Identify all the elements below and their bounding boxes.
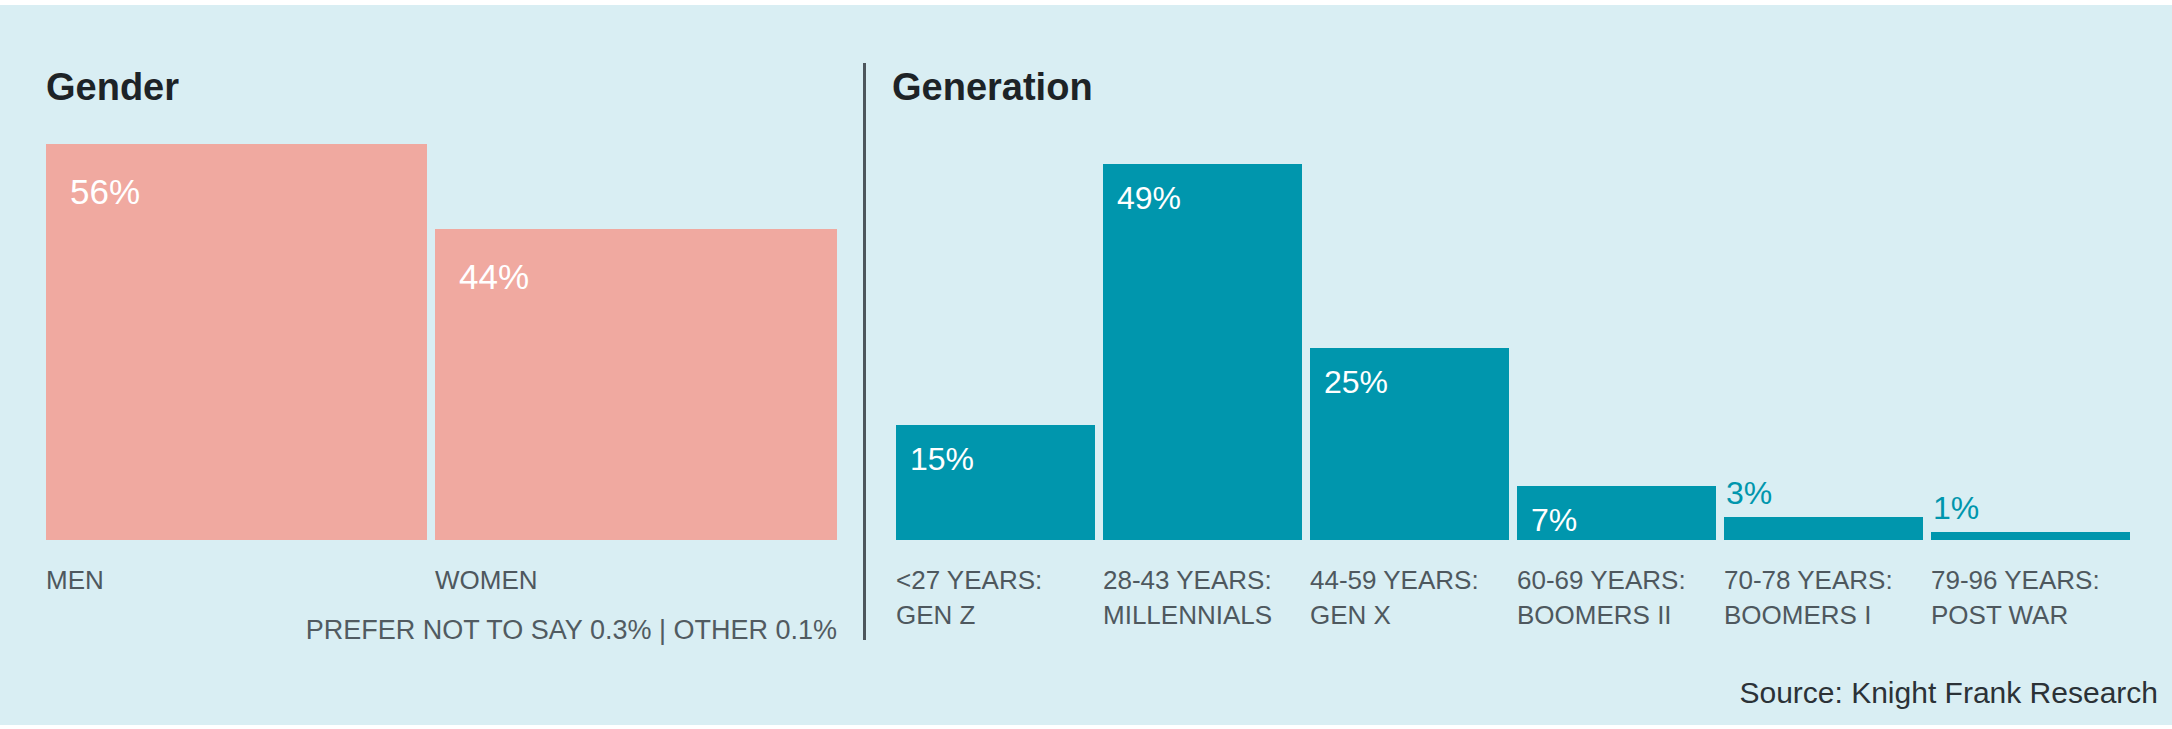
bar-category-label: 60-69 YEARS:BOOMERS II [1517,563,1686,633]
bar-gen-z: 15% [896,425,1095,540]
gender-plot: 56% 44% [46,5,837,540]
bar-value-label: 15% [910,443,974,475]
bar-millennials: 49% [1103,164,1302,540]
bar-boomers-i [1724,517,1923,540]
bar-value-label: 49% [1117,182,1181,214]
bar-category-label: 44-59 YEARS:GEN X [1310,563,1479,633]
bar-gen-x: 25% [1310,348,1509,540]
vertical-divider [863,63,866,640]
gender-footnote: PREFER NOT TO SAY 0.3% | OTHER 0.1% [306,615,837,646]
bar-category-label: 70-78 YEARS:BOOMERS I [1724,563,1893,633]
bar-category-label: 79-96 YEARS:POST WAR [1931,563,2100,633]
bar-value-label: 3% [1726,477,1772,509]
bar-women: 44% [435,229,837,540]
bar-value-label: 1% [1933,492,1979,524]
bar-value-label: 7% [1531,504,1577,536]
infographic-canvas: Gender 56%44% PREFER NOT TO SAY 0.3% | O… [0,5,2172,725]
generation-plot: 15% 49% 25% 7% 3% 1% [896,5,2130,540]
bar-value-label: 56% [70,174,140,209]
bar-category-label: WOMEN [435,563,538,598]
bar-category-label: MEN [46,563,104,598]
source-credit: Source: Knight Frank Research [1739,676,2158,710]
bar-value-label: 44% [459,259,529,294]
bar-category-label: <27 YEARS:GEN Z [896,563,1042,633]
bar-category-label: 28-43 YEARS:MILLENNIALS [1103,563,1272,633]
bar-boomers-ii: 7% [1517,486,1716,540]
bar-men: 56% [46,144,427,540]
bar-post-war [1931,532,2130,540]
bar-value-label: 25% [1324,366,1388,398]
